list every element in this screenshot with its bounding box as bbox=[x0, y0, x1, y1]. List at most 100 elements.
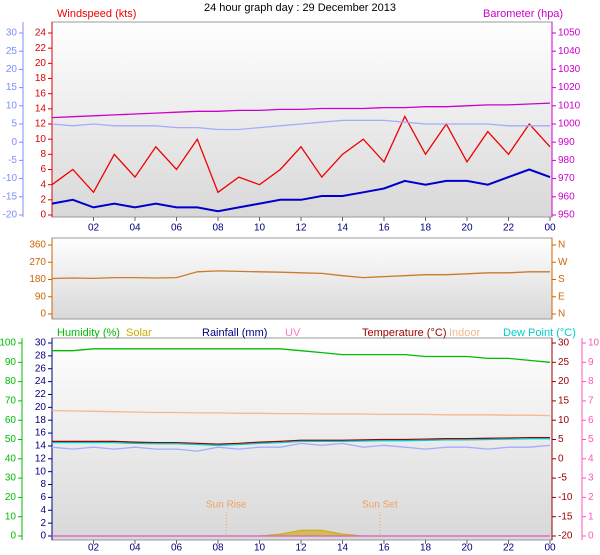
y-tick-label: 20 bbox=[558, 376, 570, 387]
x-tick-label: 10 bbox=[254, 543, 266, 554]
y-tick-label: 60 bbox=[5, 415, 17, 426]
x-tick-label: 06 bbox=[171, 223, 183, 234]
legend-label: Barometer (hpa) bbox=[483, 8, 563, 20]
y-tick-label: 6 bbox=[40, 492, 46, 503]
line bbox=[51, 409, 551, 417]
line bbox=[52, 438, 550, 446]
y-tick-label: 40 bbox=[5, 453, 17, 464]
y-tick-label: N bbox=[558, 309, 565, 320]
y-tick-label: S bbox=[558, 274, 565, 285]
x-tick-label: 18 bbox=[420, 543, 432, 554]
y-tick-label: 8 bbox=[40, 479, 46, 490]
y-tick-label: 20 bbox=[35, 58, 47, 69]
y-tick-label: 14 bbox=[35, 103, 47, 114]
line bbox=[51, 102, 551, 119]
x-tick-label: 12 bbox=[295, 543, 307, 554]
y-tick-label: 30 bbox=[6, 28, 18, 39]
y-tick-label: 1030 bbox=[558, 64, 581, 75]
y-tick-label: 970 bbox=[558, 173, 575, 184]
y-tick-label: 25 bbox=[6, 46, 18, 57]
annotation-label: Sun Set bbox=[362, 500, 398, 511]
y-tick-label: 24 bbox=[35, 28, 47, 39]
x-tick-label: 00 bbox=[544, 543, 556, 554]
x-tick-label: 12 bbox=[295, 223, 307, 234]
y-tick-label: 0 bbox=[558, 453, 564, 464]
y-tick-label: 28 bbox=[35, 351, 47, 362]
y-tick-label: 10 bbox=[5, 511, 17, 522]
y-tick-label: 70 bbox=[5, 396, 17, 407]
legend-label: Temperature (°C) bbox=[362, 327, 446, 339]
y-tick-label: 18 bbox=[35, 415, 47, 426]
y-tick-label: 4 bbox=[588, 453, 594, 464]
y-tick-label: 18 bbox=[35, 73, 47, 84]
y-tick-label: 4 bbox=[40, 179, 46, 190]
legend-label: Dew Point (°C) bbox=[503, 327, 576, 339]
y-tick-label: 0 bbox=[40, 531, 46, 542]
y-tick-label: E bbox=[558, 291, 565, 302]
y-tick-label: 4 bbox=[40, 505, 46, 516]
y-tick-label: 10 bbox=[35, 466, 47, 477]
y-tick-label: 960 bbox=[558, 191, 575, 202]
y-tick-label: 950 bbox=[558, 210, 575, 221]
y-tick-label: -5 bbox=[8, 155, 17, 166]
y-tick-label: 30 bbox=[5, 473, 17, 484]
y-tick-label: 0 bbox=[40, 309, 46, 320]
line bbox=[52, 348, 551, 363]
y-tick-label: 16 bbox=[35, 88, 47, 99]
y-tick-label: -10 bbox=[3, 173, 18, 184]
x-tick-label: 20 bbox=[461, 543, 473, 554]
y-tick-label: 1040 bbox=[558, 46, 581, 57]
chart-title: 24 hour graph day : 29 December 2013 bbox=[204, 2, 396, 14]
y-tick-label: 25 bbox=[558, 357, 570, 368]
x-tick-label: 04 bbox=[129, 543, 141, 554]
y-tick-label: 1 bbox=[588, 511, 594, 522]
y-tick-label: 10 bbox=[35, 134, 47, 145]
legend-label: Humidity (%) bbox=[57, 327, 120, 339]
y-tick-label: 12 bbox=[35, 119, 47, 130]
x-tick-label: 04 bbox=[129, 223, 141, 234]
y-tick-label: 0 bbox=[40, 210, 46, 221]
x-tick-label: 14 bbox=[337, 543, 349, 554]
y-tick-label: 3 bbox=[588, 473, 594, 484]
line bbox=[51, 119, 550, 131]
y-tick-label: -15 bbox=[558, 511, 573, 522]
y-tick-label: 0 bbox=[588, 531, 594, 542]
y-tick-label: 2 bbox=[588, 492, 594, 503]
x-tick-label: 20 bbox=[461, 223, 473, 234]
y-tick-label: 7 bbox=[588, 396, 594, 407]
y-tick-label: 1010 bbox=[558, 100, 581, 111]
y-tick-label: 5 bbox=[588, 434, 594, 445]
y-tick-label: 1050 bbox=[558, 28, 581, 39]
y-tick-label: 8 bbox=[588, 376, 594, 387]
y-tick-label: -20 bbox=[558, 531, 573, 542]
y-tick-label: 100 bbox=[0, 338, 16, 349]
legend-label: Indoor bbox=[449, 327, 481, 339]
legend-label: Rainfall (mm) bbox=[202, 327, 267, 339]
y-tick-label: -20 bbox=[3, 210, 18, 221]
x-tick-label: 16 bbox=[378, 543, 390, 554]
y-tick-label: 360 bbox=[29, 240, 46, 251]
y-tick-label: 990 bbox=[558, 137, 575, 148]
y-tick-label: 26 bbox=[35, 363, 47, 374]
y-tick-label: 16 bbox=[35, 428, 47, 439]
y-tick-label: 8 bbox=[40, 149, 46, 160]
y-tick-label: 6 bbox=[40, 164, 46, 175]
legend-label: Solar bbox=[126, 327, 152, 339]
y-tick-label: 2 bbox=[40, 194, 46, 205]
y-tick-label: 180 bbox=[29, 274, 46, 285]
x-tick-label: 16 bbox=[378, 223, 390, 234]
line bbox=[52, 436, 550, 445]
y-tick-label: 1000 bbox=[558, 119, 581, 130]
x-tick-label: 18 bbox=[420, 223, 432, 234]
x-tick-label: 14 bbox=[337, 223, 349, 234]
y-tick-label: 2 bbox=[40, 518, 46, 529]
x-tick-label: 02 bbox=[88, 543, 100, 554]
x-tick-label: 10 bbox=[254, 223, 266, 234]
x-tick-label: 08 bbox=[212, 543, 224, 554]
y-tick-label: 15 bbox=[558, 396, 570, 407]
y-tick-label: 5 bbox=[558, 434, 564, 445]
y-tick-label: 30 bbox=[35, 338, 47, 349]
x-tick-label: 00 bbox=[544, 223, 556, 234]
y-tick-label: 12 bbox=[35, 453, 47, 464]
